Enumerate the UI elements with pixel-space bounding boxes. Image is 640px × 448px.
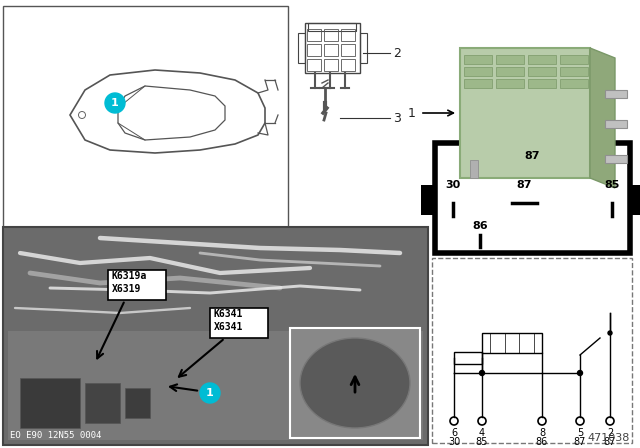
Bar [108,270,166,300]
Bar [470,160,478,178]
Text: 85: 85 [476,437,488,447]
Polygon shape [590,48,615,188]
Bar [560,55,588,64]
Text: 87: 87 [516,180,532,190]
Text: 2: 2 [607,428,613,438]
Bar [3,227,428,445]
Text: 1: 1 [206,388,214,398]
Bar [360,33,367,63]
Text: EO E90 12N55 0004: EO E90 12N55 0004 [10,431,101,440]
Text: 86: 86 [536,437,548,447]
Circle shape [479,370,484,375]
Bar [496,67,524,76]
Bar [605,90,627,98]
Bar [435,143,630,253]
Text: K6319a: K6319a [112,271,147,281]
Bar [341,44,355,56]
Bar [496,79,524,88]
Bar [324,29,338,41]
Bar [460,48,590,178]
Text: X6319: X6319 [112,284,141,294]
Text: 2: 2 [393,47,401,60]
Bar [528,55,556,64]
Bar [125,388,150,418]
Bar [3,6,288,228]
Bar [630,185,640,215]
Text: 4: 4 [479,428,485,438]
Bar [496,55,524,64]
Bar [560,67,588,76]
Text: 5: 5 [577,428,583,438]
Bar [307,29,321,41]
Bar [528,67,556,76]
Bar [464,67,492,76]
Bar [464,55,492,64]
Text: 87: 87 [604,437,616,447]
Circle shape [608,331,612,335]
Circle shape [200,383,220,403]
Circle shape [105,93,125,113]
Bar [307,59,321,71]
Bar [210,308,268,338]
Text: 87: 87 [574,437,586,447]
Text: 1: 1 [408,107,416,120]
Circle shape [577,370,582,375]
Bar [20,378,80,428]
Text: K6341: K6341 [214,309,243,319]
Bar [454,352,482,364]
Bar [324,59,338,71]
Text: 8: 8 [539,428,545,438]
Bar [560,79,588,88]
Text: 30: 30 [445,180,461,190]
Bar [307,44,321,56]
Bar [85,383,120,423]
Bar [421,185,435,215]
Text: 30: 30 [448,437,460,447]
Bar [8,331,423,440]
Text: X6341: X6341 [214,322,243,332]
Bar [482,333,542,353]
Bar [464,79,492,88]
Bar [341,29,355,41]
Text: 6: 6 [451,428,457,438]
Bar [605,155,627,163]
Bar [605,120,627,128]
Text: 85: 85 [604,180,620,190]
Bar [308,23,356,31]
Bar [290,328,420,438]
Text: 1: 1 [111,98,119,108]
Bar [341,59,355,71]
Bar [298,33,305,63]
Bar [305,23,360,73]
Text: 471038: 471038 [588,433,630,443]
Bar [432,258,632,443]
Text: 3: 3 [393,112,401,125]
Ellipse shape [300,338,410,428]
Text: 87: 87 [524,151,540,161]
Bar [528,79,556,88]
Text: 86: 86 [472,221,488,231]
Bar [324,44,338,56]
